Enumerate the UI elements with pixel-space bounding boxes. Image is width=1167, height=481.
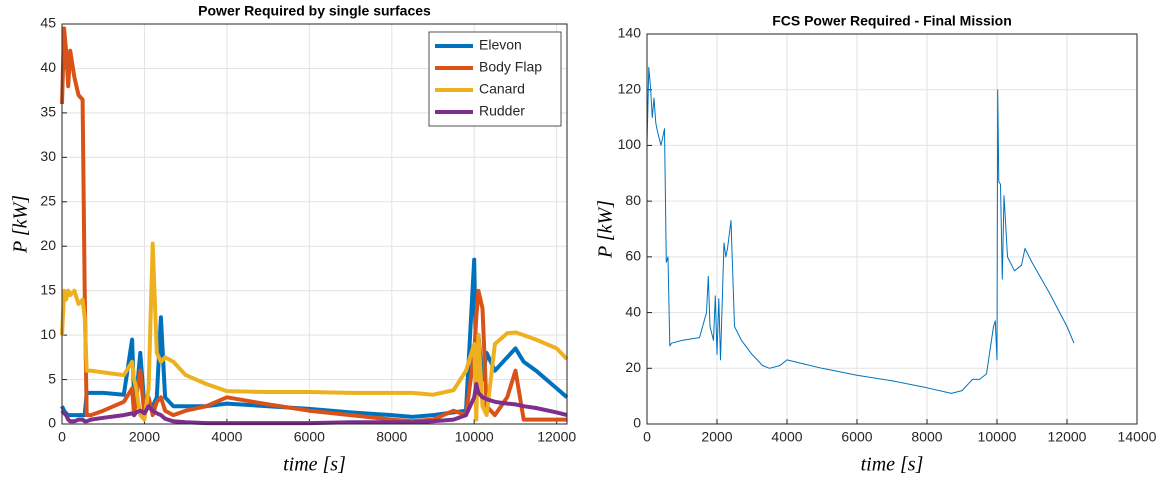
y-tick-label: 40	[625, 303, 641, 319]
x-tick-label: 2000	[129, 429, 160, 445]
y-tick-label: 20	[40, 237, 56, 253]
plot-area	[647, 34, 1137, 424]
legend-label: Rudder	[479, 103, 525, 119]
x-tick-label: 0	[643, 429, 651, 445]
y-tick-label: 30	[40, 148, 56, 164]
x-tick-label: 10000	[455, 429, 494, 445]
legend-label: Canard	[479, 81, 525, 97]
y-axis-label: P [kW]	[595, 200, 617, 259]
x-tick-label: 8000	[911, 429, 942, 445]
y-tick-label: 40	[40, 59, 56, 75]
series-line	[60, 241, 569, 422]
y-tick-label: 10	[40, 326, 56, 342]
y-tick-label: 0	[633, 415, 641, 431]
series-line	[60, 26, 567, 424]
y-tick-label: 140	[618, 25, 642, 41]
x-tick-label: 12000	[1048, 429, 1087, 445]
axes-box	[61, 23, 568, 425]
x-axis-label: time [s]	[283, 454, 346, 476]
x-tick-label: 10000	[978, 429, 1017, 445]
x-tick-label: 12000	[537, 429, 576, 445]
y-tick-label: 45	[40, 15, 56, 31]
legend-label: Elevon	[479, 37, 522, 53]
x-tick-label: 14000	[1118, 429, 1157, 445]
x-tick-label: 6000	[294, 429, 325, 445]
chart: 0 20 40 60 80 100 120 140 0 2000 4000 6000 8000 10000…	[595, 13, 1157, 476]
y-tick-label: 0	[48, 415, 56, 431]
y-tick-label: 60	[625, 248, 641, 264]
x-tick-label: 0	[58, 429, 66, 445]
series-line	[646, 66, 1075, 394]
y-tick-label: 35	[40, 104, 56, 120]
chart-title: FCS Power Required - Final Mission	[772, 13, 1012, 29]
y-axis-label: P [kW]	[10, 195, 32, 254]
x-axis-label: time [s]	[861, 454, 924, 476]
y-tick-label: 100	[618, 136, 642, 152]
y-tick-label: 15	[40, 281, 56, 297]
y-tick-label: 80	[625, 192, 641, 208]
y-tick-label: 20	[625, 359, 641, 375]
x-tick-label: 2000	[701, 429, 732, 445]
y-tick-label: 25	[40, 192, 56, 208]
y-tick-label: 5	[48, 370, 56, 386]
chart-title: Power Required by single surfaces	[198, 3, 431, 19]
x-tick-label: 4000	[771, 429, 802, 445]
axes-box	[646, 33, 1138, 425]
chart: 0 5 10 15 20 25 30 35 40 45 0 2000 4000 6000 8000 10000…	[10, 3, 577, 476]
y-tick-label: 120	[618, 80, 642, 96]
x-tick-label: 8000	[376, 429, 407, 445]
x-tick-label: 6000	[841, 429, 872, 445]
series-line	[60, 382, 568, 426]
x-tick-label: 4000	[211, 429, 242, 445]
legend-label: Body Flap	[479, 59, 542, 75]
